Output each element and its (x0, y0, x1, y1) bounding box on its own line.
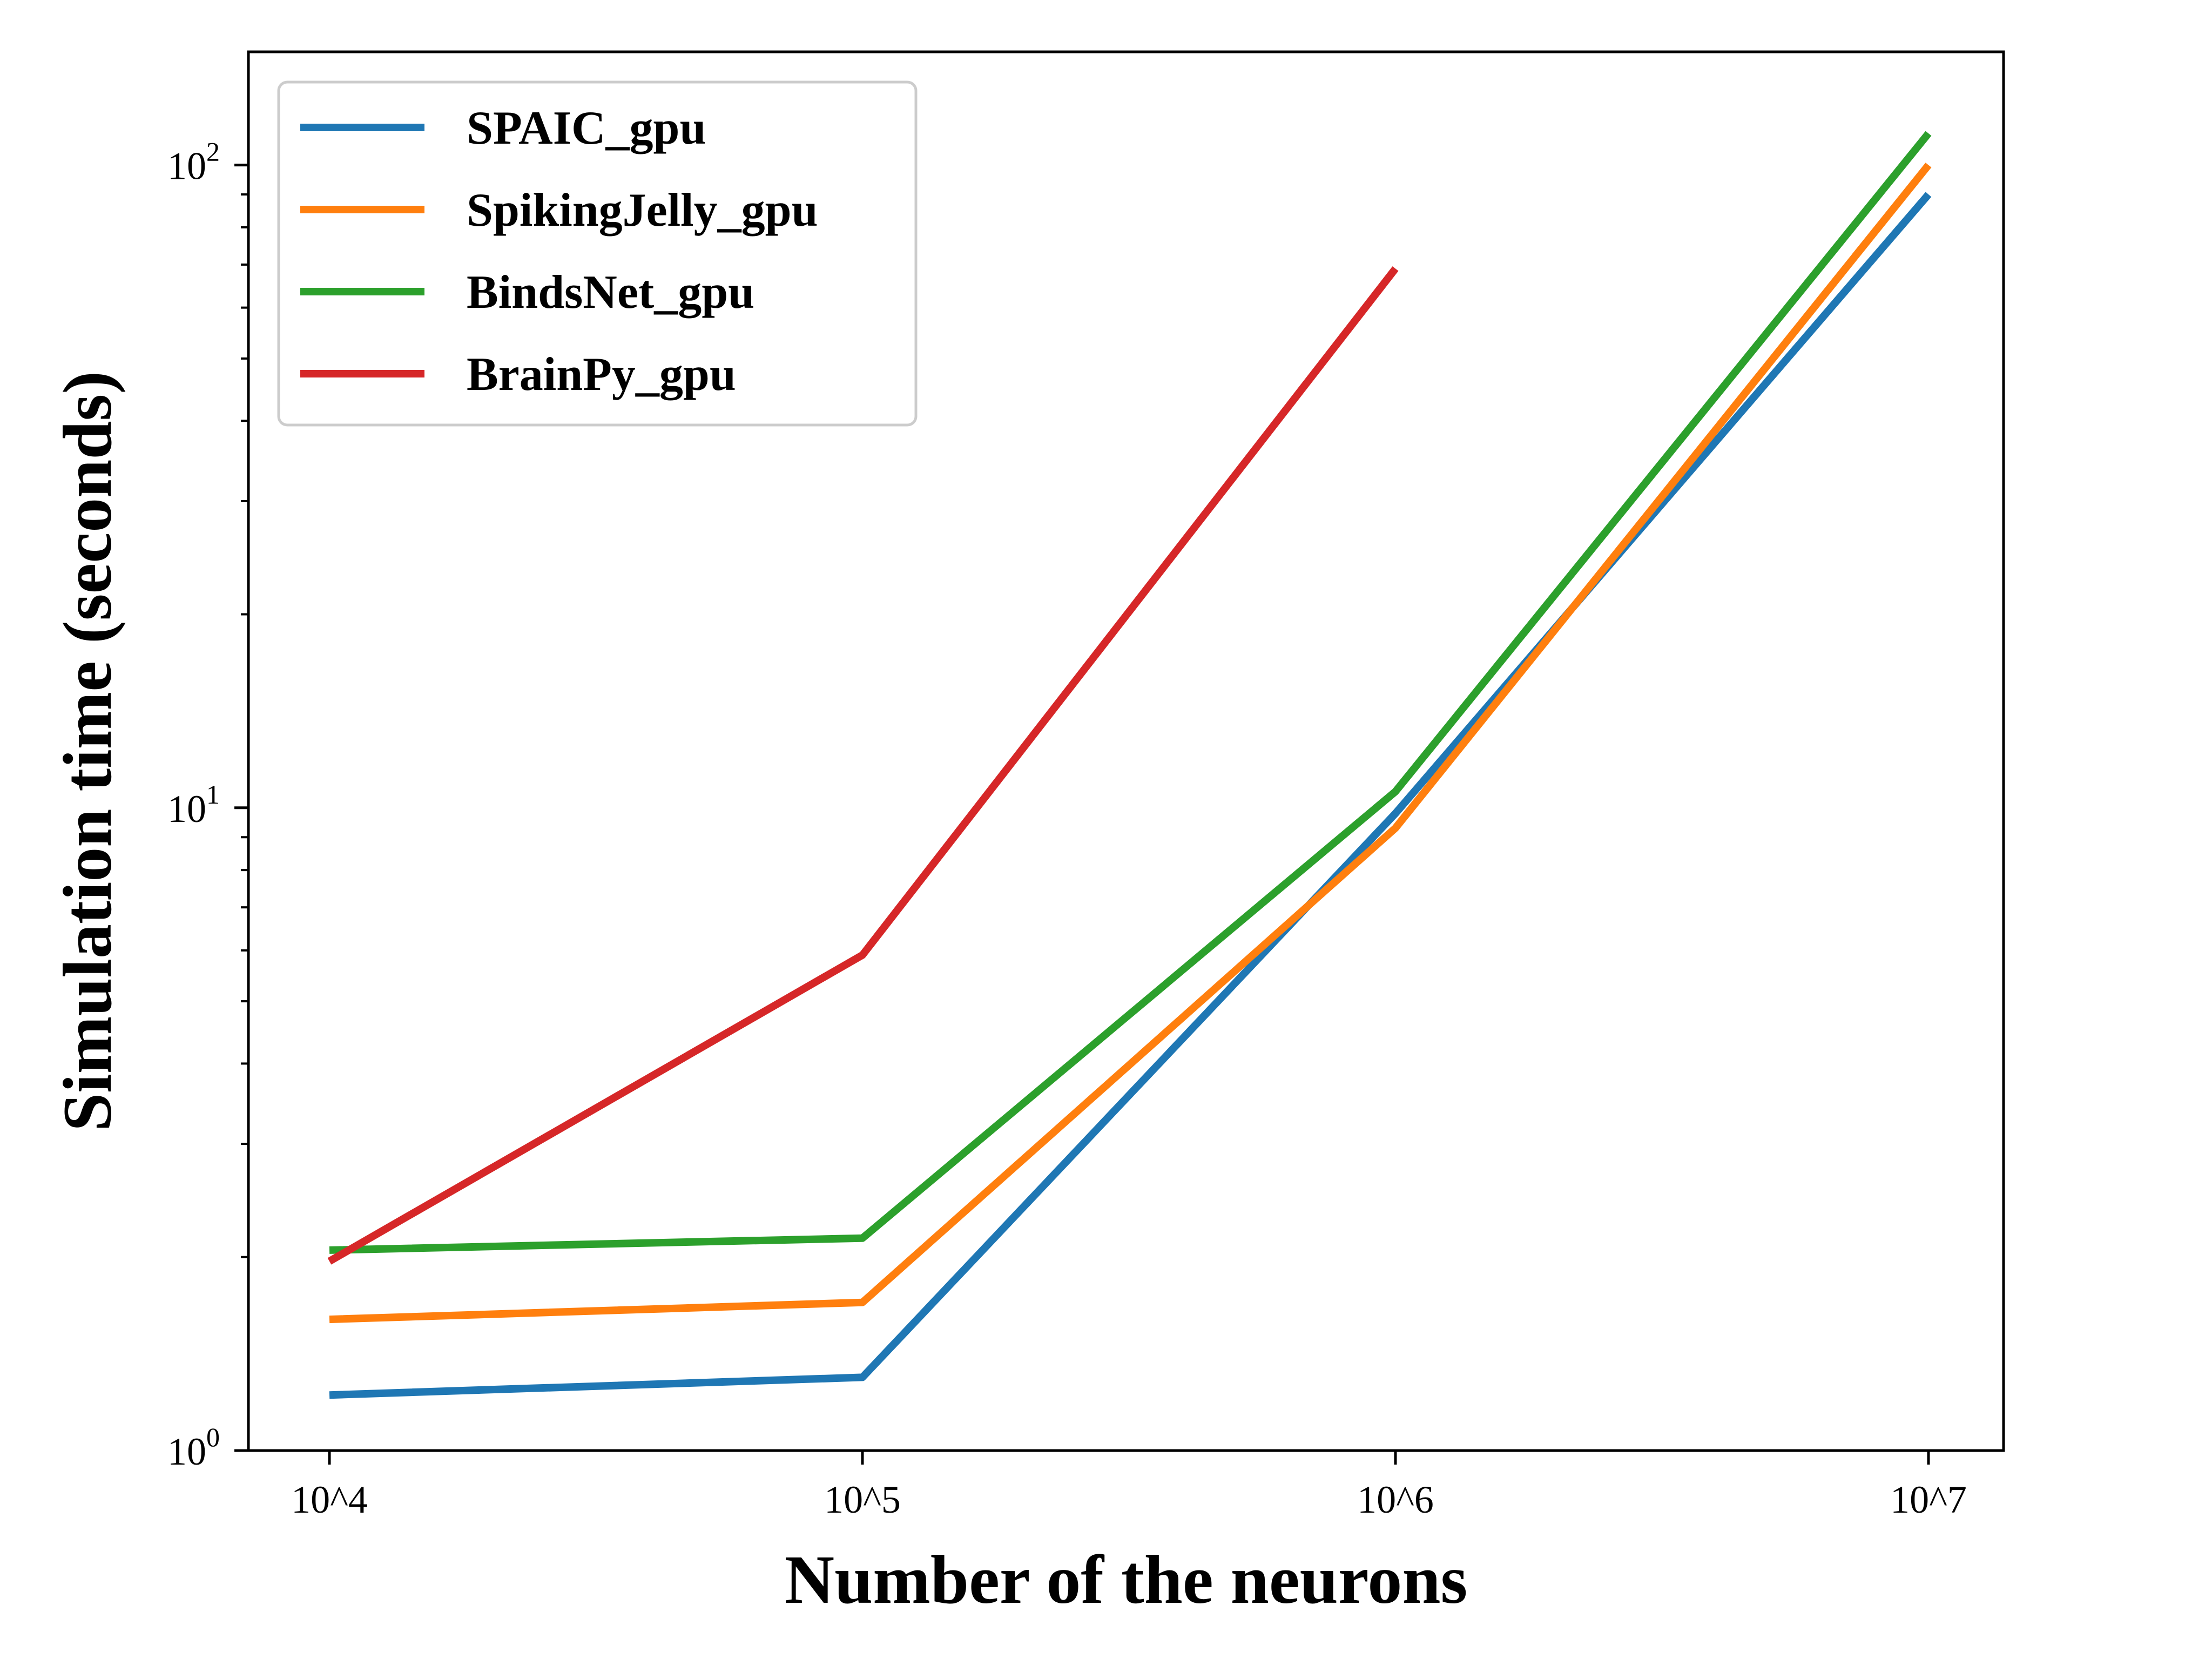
y-tick-label: 102 (167, 137, 220, 188)
x-axis: 10^4 10^5 10^6 10^7 (291, 1451, 1967, 1521)
x-axis-title: Number of the neurons (785, 1541, 1468, 1618)
legend-label: SpikingJelly_gpu (467, 184, 818, 237)
legend-label: SPAIC_gpu (467, 102, 706, 154)
series-line-brainpy-gpu (327, 266, 1399, 1265)
series-line-bindsnet-gpu (329, 131, 1932, 1254)
x-tick-label: 10^5 (824, 1478, 901, 1521)
series-layer (327, 131, 1932, 1399)
x-tick-label: 10^4 (291, 1478, 368, 1521)
x-tick-label: 10^7 (1890, 1478, 1967, 1521)
x-tick-label: 10^6 (1357, 1478, 1434, 1521)
series-line-spaic-gpu (329, 192, 1932, 1399)
y-tick-label: 101 (167, 779, 220, 831)
legend-label: BrainPy_gpu (467, 348, 736, 401)
legend-box (277, 80, 918, 427)
legend: SPAIC_gpu SpikingJelly_gpu BindsNet_gpu Bra… (277, 80, 918, 427)
y-axis: 100 101 102 (167, 137, 248, 1473)
y-axis-title: Simulation time (seconds) (49, 371, 126, 1131)
legend-label: BindsNet_gpu (467, 266, 754, 319)
y-tick-label: 100 (167, 1422, 220, 1473)
plot-frame (247, 50, 2005, 1452)
series-line-spikingjelly-gpu (329, 163, 1932, 1324)
